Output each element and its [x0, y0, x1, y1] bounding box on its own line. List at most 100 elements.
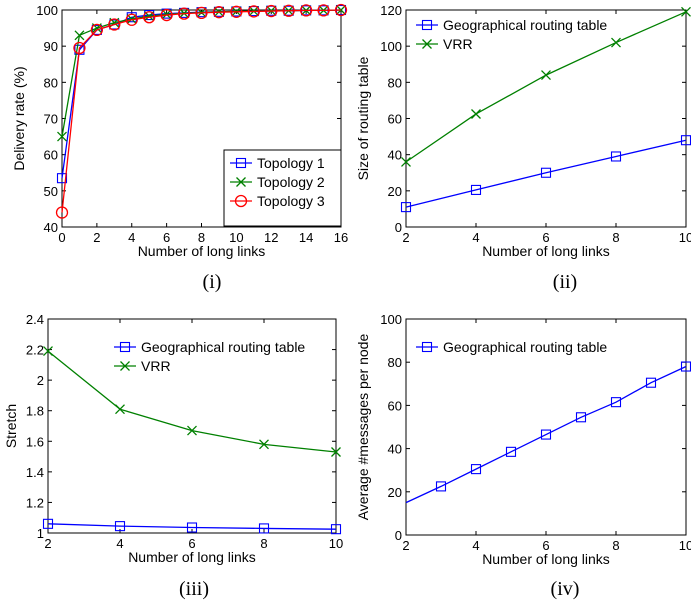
legend-marker — [236, 177, 246, 187]
data-point — [247, 5, 260, 18]
legend-marker — [120, 361, 130, 371]
data-point — [400, 202, 412, 213]
data-point — [471, 109, 481, 119]
data-point — [330, 524, 342, 535]
data-point — [401, 156, 411, 167]
legend-label: Topology 1 — [257, 155, 325, 171]
y-tick-label: 1.4 — [26, 465, 44, 480]
data-point — [540, 429, 552, 440]
x-tick-label: 8 — [612, 538, 619, 553]
data-point — [645, 377, 657, 388]
y-tick-label: 20 — [388, 184, 402, 199]
y-tick-label: 50 — [44, 184, 58, 199]
series-topology-3 — [55, 3, 348, 219]
x-tick-label: 10 — [679, 230, 691, 245]
data-point — [57, 131, 67, 142]
series-line — [405, 139, 687, 208]
panel-caption: (i) — [203, 271, 222, 293]
data-point — [125, 13, 138, 26]
data-point — [317, 4, 330, 17]
data-point — [177, 7, 191, 20]
data-point — [114, 521, 126, 532]
data-point — [610, 151, 622, 162]
data-point — [331, 447, 341, 457]
data-point — [160, 8, 173, 22]
y-tick-label: 60 — [44, 148, 58, 163]
x-tick-label: 0 — [58, 230, 65, 245]
data-point — [505, 446, 517, 457]
data-point — [115, 404, 125, 415]
x-tick-label: 16 — [334, 230, 348, 245]
y-tick-label: 100 — [380, 39, 402, 54]
legend-label: Geographical routing table — [443, 17, 607, 33]
series-geographical-routing-table — [400, 135, 691, 213]
y-tick-label: 60 — [388, 398, 402, 413]
data-point — [126, 14, 137, 25]
y-axis-label: Stretch — [3, 404, 19, 448]
data-point — [56, 173, 68, 184]
legend-marker — [235, 157, 247, 169]
y-tick-label: 2.2 — [26, 343, 44, 358]
legend-label: Topology 2 — [257, 174, 325, 190]
data-point — [161, 9, 172, 20]
y-tick-label: 2.4 — [26, 312, 44, 327]
y-tick-label: 120 — [380, 3, 402, 18]
series-line — [47, 523, 337, 530]
y-tick-label: 1 — [37, 526, 44, 541]
legend: Topology 1 Topology 2 Topology 3 — [223, 149, 342, 227]
series-vrr — [43, 346, 341, 457]
data-point — [55, 206, 69, 219]
data-point — [435, 481, 447, 492]
y-tick-label: 40 — [388, 442, 402, 457]
legend-marker — [421, 341, 433, 353]
y-tick-label: 20 — [388, 485, 402, 500]
data-point — [540, 167, 552, 178]
x-tick-label: 6 — [542, 230, 549, 245]
series-line — [405, 365, 687, 504]
data-point — [610, 397, 622, 408]
data-point — [186, 522, 198, 533]
legend-marker — [234, 194, 248, 208]
data-point — [73, 41, 86, 55]
chart-panel-3: 2 4 6 8 10 1 1.2 1.4 1.6 1.8 2 2.2 2.4 Number of long… — [3, 312, 343, 600]
x-tick-label: 2 — [44, 536, 51, 551]
data-point — [259, 439, 269, 450]
legend-label: Topology 3 — [257, 193, 325, 209]
panel-caption: (iii) — [179, 578, 209, 600]
data-point — [74, 44, 85, 55]
x-tick-label: 8 — [612, 230, 619, 245]
data-point — [681, 6, 691, 17]
data-point — [611, 37, 621, 48]
series-line — [47, 350, 337, 453]
y-tick-label: 1.8 — [26, 404, 44, 419]
y-tick-label: 1.2 — [26, 495, 44, 510]
series-line — [61, 9, 342, 137]
data-point — [195, 6, 208, 20]
panel-caption: (ii) — [553, 271, 577, 293]
y-tick-label: 90 — [44, 39, 58, 54]
data-point — [42, 518, 54, 529]
y-axis-label: Delivery rate (%) — [11, 66, 27, 170]
data-point — [470, 184, 482, 195]
x-tick-label: 4 — [472, 538, 479, 553]
y-tick-label: 40 — [388, 148, 402, 163]
x-tick-label: 4 — [128, 230, 135, 245]
x-axis-label: Number of long links — [128, 549, 256, 565]
x-tick-label: 14 — [299, 230, 313, 245]
x-tick-label: 4 — [472, 230, 479, 245]
x-tick-label: 2 — [93, 230, 100, 245]
legend-marker — [421, 19, 433, 31]
x-tick-label: 10 — [229, 230, 243, 245]
x-tick-label: 10 — [679, 538, 691, 553]
x-axis-label: Number of long links — [482, 243, 610, 259]
legend-label: VRR — [141, 358, 171, 374]
series-line — [405, 11, 687, 163]
data-point — [575, 412, 587, 423]
data-point — [282, 4, 295, 17]
chart-panel-1: 0 2 4 6 8 10 12 14 16 40 50 60 70 80 90 100 Number of lo… — [11, 3, 348, 293]
legend-label: Geographical routing table — [443, 339, 607, 355]
data-point — [108, 18, 121, 31]
